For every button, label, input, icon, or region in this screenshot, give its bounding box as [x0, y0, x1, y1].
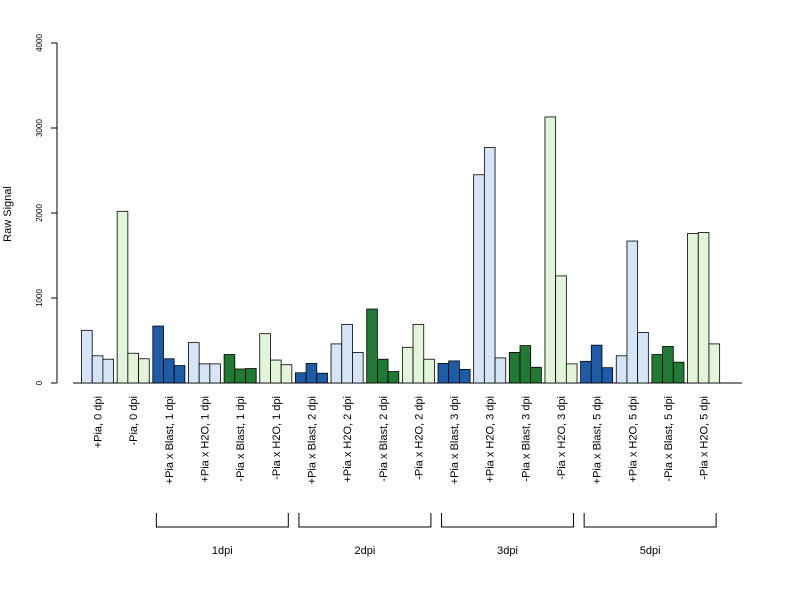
bar [127, 352, 139, 384]
bar [615, 355, 628, 384]
bar [188, 342, 200, 384]
bar [544, 116, 557, 384]
bar [209, 363, 221, 384]
x-tick-label: -Pia x H2O, 1 dpi [271, 396, 283, 480]
bar [198, 363, 211, 384]
bar [387, 371, 400, 384]
x-tick-label: -Pia x Blast, 3 dpi [520, 396, 532, 482]
bar [687, 232, 699, 384]
category-labels: +Pia, 0 dpi -Pia, 0 dpi +Pia x Blast, 1 dp… [93, 396, 711, 484]
bar [352, 351, 364, 384]
bar [580, 360, 592, 384]
x-tick-label: +Pia x H2O, 3 dpi [485, 396, 497, 483]
y-axis-label: Raw Signal [2, 186, 14, 242]
group-bracket [441, 513, 574, 528]
bar [448, 360, 460, 384]
x-tick-label: +Pia x H2O, 5 dpi [627, 396, 639, 483]
x-tick-label: -Pia x H2O, 2 dpi [413, 396, 425, 480]
bar [173, 365, 186, 384]
bar [423, 358, 435, 384]
bar [672, 361, 685, 384]
x-tick-label: +Pia x H2O, 2 dpi [342, 396, 354, 483]
bar [626, 240, 639, 384]
x-tick-label: -Pia, 0 dpi [128, 396, 140, 446]
bar [601, 367, 614, 384]
bar [458, 368, 471, 384]
y-tick-label: 2000 [35, 204, 44, 222]
x-tick-label: +Pia, 0 dpi [93, 396, 105, 448]
bar [294, 372, 307, 384]
y-axis: 0 1000 2000 3000 4000 [35, 34, 58, 385]
group-label: 2dpi [355, 545, 376, 557]
bar [341, 323, 353, 384]
bar [81, 329, 93, 384]
y-tick-label: 4000 [35, 34, 44, 52]
bar [637, 332, 649, 384]
group-bracket [298, 513, 432, 528]
x-tick-label: -Pia x Blast, 1 dpi [235, 396, 247, 482]
bars-layer [81, 116, 721, 384]
bar [152, 325, 164, 384]
bar [651, 354, 664, 384]
bar [259, 333, 271, 384]
bar [316, 372, 328, 384]
bar [280, 364, 293, 384]
bar [508, 351, 521, 384]
bar [102, 358, 115, 384]
bar [234, 368, 246, 384]
bar [138, 358, 150, 384]
bar [270, 359, 282, 384]
x-tick-label: +Pia x Blast, 1 dpi [164, 396, 176, 484]
bar [590, 344, 603, 384]
bar [437, 363, 450, 384]
group-bracket [583, 513, 717, 528]
y-tick-label: 0 [35, 380, 44, 385]
bar [483, 147, 496, 384]
bar [366, 308, 378, 384]
bar [530, 366, 542, 384]
x-tick-label: +Pia x Blast, 3 dpi [449, 396, 461, 484]
x-tick-label: -Pia x Blast, 5 dpi [663, 396, 675, 482]
bar [697, 232, 710, 384]
x-tick-label: -Pia x Blast, 2 dpi [378, 396, 390, 482]
bar [163, 358, 175, 384]
y-tick-label: 3000 [35, 119, 44, 137]
bar [494, 357, 507, 384]
group-label: 1dpi [212, 545, 233, 557]
x-tick-label: -Pia x H2O, 5 dpi [699, 396, 711, 480]
bar [662, 346, 674, 384]
x-tick-label: +Pia x Blast, 2 dpi [306, 396, 318, 484]
bar [412, 323, 425, 384]
bar [330, 343, 343, 384]
group-label: 3dpi [497, 545, 518, 557]
bar [223, 354, 236, 384]
group-label: 5dpi [640, 545, 661, 557]
bar [245, 368, 257, 384]
bar [473, 174, 485, 384]
x-tick-label: +Pia x Blast, 5 dpi [592, 396, 604, 484]
x-tick-label: -Pia x H2O, 3 dpi [556, 396, 568, 480]
bar [565, 363, 578, 384]
bar [305, 363, 318, 384]
bar [519, 345, 532, 384]
bar [116, 210, 129, 384]
bar [91, 355, 104, 384]
group-brackets: 1dpi 2dpi 3dpi 5dpi [155, 513, 717, 557]
bar [555, 275, 567, 384]
x-tick-label: +Pia x H2O, 1 dpi [200, 396, 212, 483]
bar [708, 343, 721, 384]
bar [376, 358, 389, 384]
bar [401, 346, 414, 384]
y-tick-label: 1000 [35, 289, 44, 307]
group-bracket [155, 513, 289, 528]
